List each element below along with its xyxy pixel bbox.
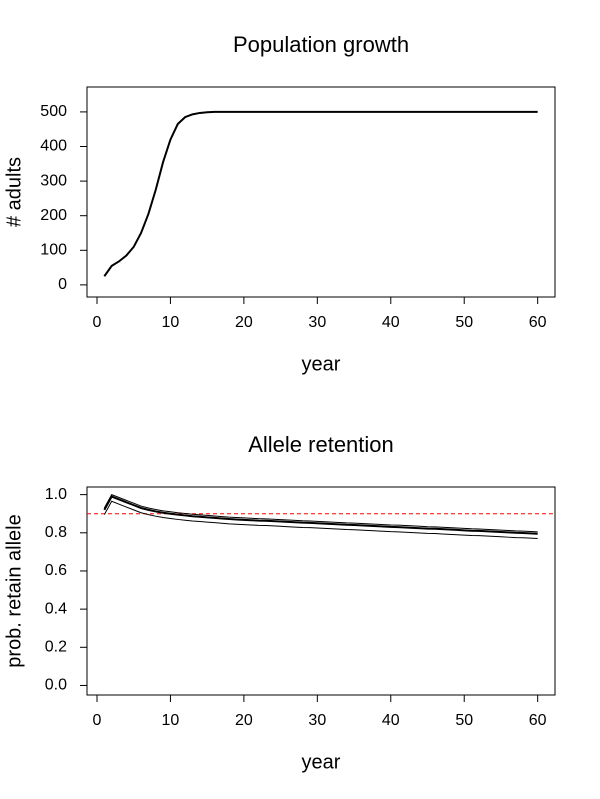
y-tick-label: 0.6 xyxy=(45,562,67,579)
x-tick-label: 50 xyxy=(455,314,473,331)
y-tick-label: 400 xyxy=(40,138,67,155)
y-tick-label: 500 xyxy=(40,103,67,120)
plot-box xyxy=(86,86,556,298)
x-tick-label: 60 xyxy=(529,314,547,331)
y-tick-label: 0.8 xyxy=(45,524,67,541)
x-tick-label: 30 xyxy=(308,314,326,331)
x-tick-label: 40 xyxy=(382,314,400,331)
x-tick-label: 20 xyxy=(235,712,253,729)
y-tick-label: 0.4 xyxy=(45,600,67,617)
x-tick-label: 20 xyxy=(235,314,253,331)
chart-title: Allele retention xyxy=(248,432,394,457)
y-tick-label: 300 xyxy=(40,172,67,189)
y-axis-label: # adults xyxy=(3,157,25,227)
x-tick-label: 60 xyxy=(529,712,547,729)
x-tick-label: 40 xyxy=(382,712,400,729)
x-tick-label: 10 xyxy=(162,712,180,729)
y-tick-label: 100 xyxy=(40,242,67,259)
x-axis-label: year xyxy=(302,751,341,773)
y-tick-label: 0.0 xyxy=(45,677,67,694)
x-tick-label: 0 xyxy=(93,712,102,729)
x-tick-label: 0 xyxy=(93,314,102,331)
y-tick-label: 200 xyxy=(40,207,67,224)
data-line xyxy=(103,110,538,277)
y-tick-label: 0.2 xyxy=(45,639,67,656)
data-line xyxy=(103,495,538,535)
chart-title: Population growth xyxy=(233,32,409,57)
y-tick-label: 0 xyxy=(58,276,67,293)
x-tick-label: 30 xyxy=(308,712,326,729)
y-axis-label: prob. retain allele xyxy=(3,514,25,667)
data-line xyxy=(103,494,538,533)
y-tick-label: 1.0 xyxy=(45,486,67,503)
x-axis-label: year xyxy=(302,353,341,375)
x-tick-label: 50 xyxy=(455,712,473,729)
x-tick-label: 10 xyxy=(162,314,180,331)
plot-box xyxy=(86,486,556,696)
data-line xyxy=(103,500,538,540)
